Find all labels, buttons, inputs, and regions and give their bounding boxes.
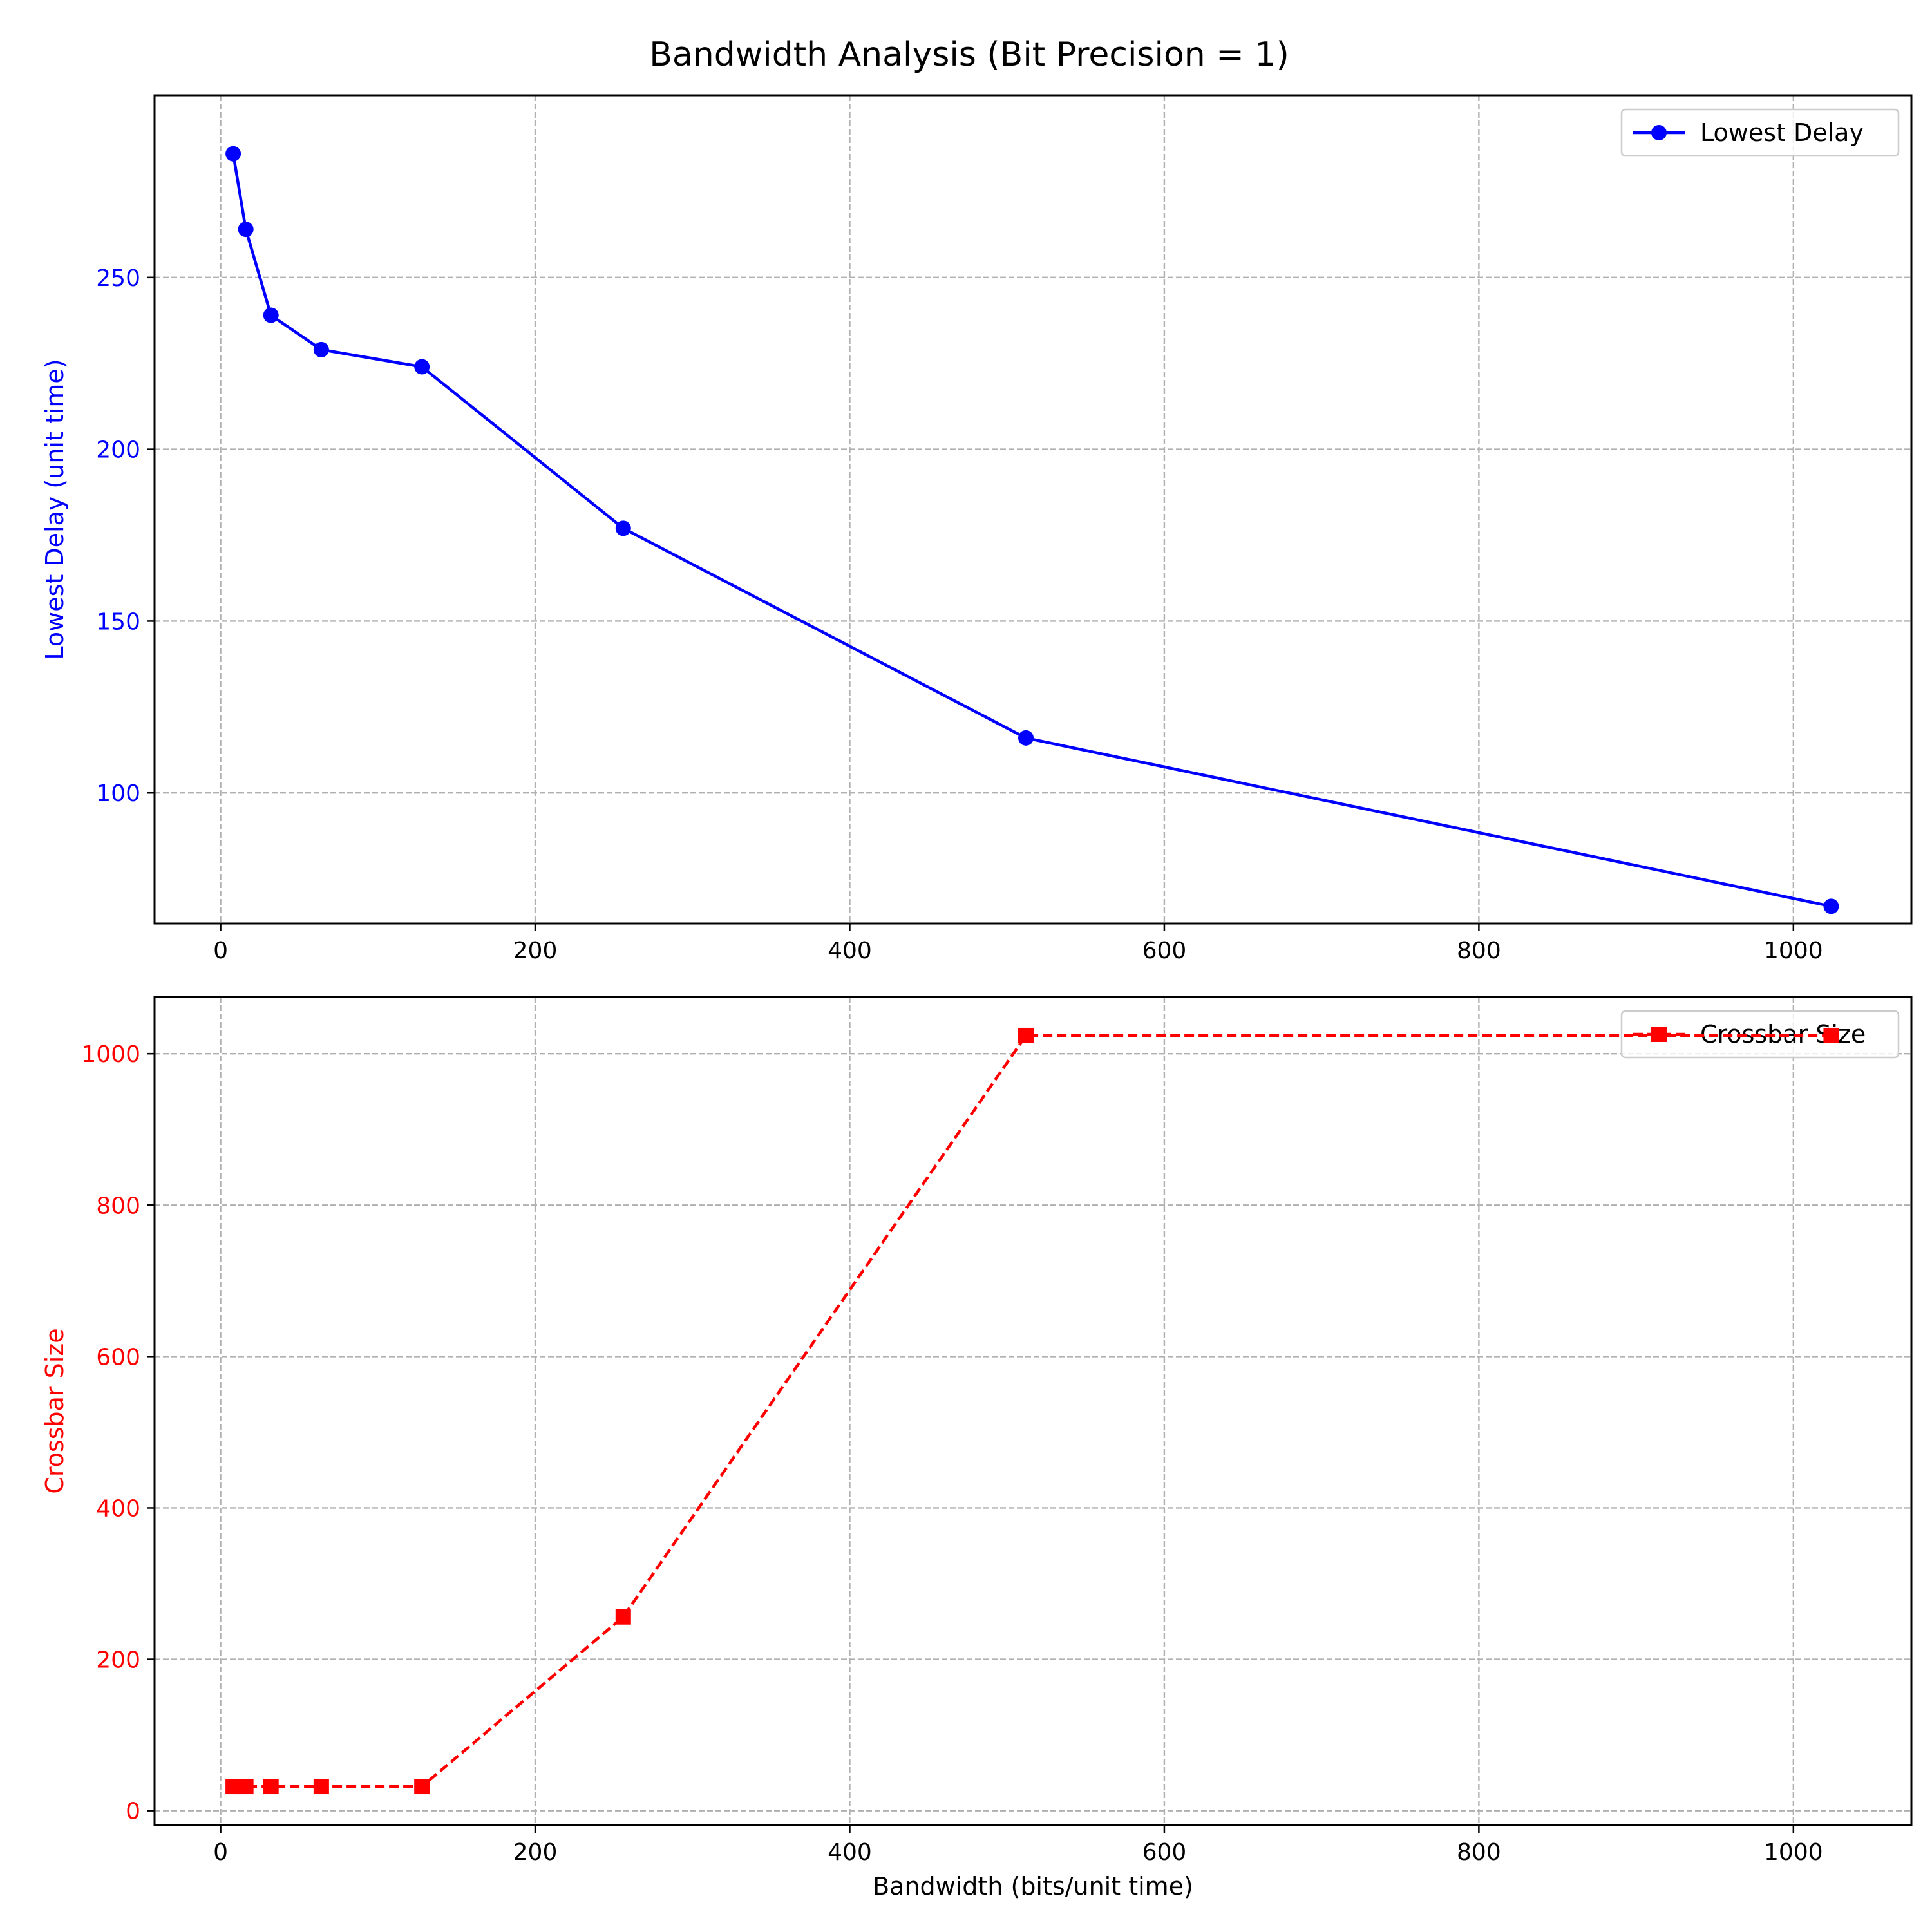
crossbar-y-tick-label: 600 (96, 1344, 140, 1370)
delay-x-tick-label: 1000 (1764, 938, 1823, 964)
crossbar-y-tick-label: 0 (126, 1799, 140, 1825)
delay-y-axis-label: Lowest Delay (unit time) (41, 359, 69, 659)
delay-data-point (313, 341, 329, 357)
delay-ticks: 0 200 400 600 800 1000 100 150 200 250 (96, 265, 1823, 964)
crossbar-ticks: 0 200 400 600 800 1000 0 200 400 600 800 1000 (81, 1041, 1823, 1866)
crossbar-y-axis-label: Crossbar Size (41, 1328, 69, 1493)
crossbar-data-point (1018, 1027, 1034, 1043)
crossbar-x-tick-label: 1000 (1764, 1839, 1823, 1866)
crossbar-x-tick-label: 400 (828, 1839, 872, 1866)
crossbar-axes-frame (153, 996, 1913, 1826)
delay-series-layer (225, 146, 1839, 914)
delay-subplot: 0 200 400 600 800 1000 100 150 200 250 Lowest Del… (41, 94, 1913, 964)
delay-data-point (615, 520, 631, 536)
crossbar-subplot: Crossbar Size 0 200 400 600 800 1000 0 200 400 60… (41, 996, 1913, 1900)
delay-x-tick-label: 800 (1457, 938, 1501, 964)
delay-y-tick-label: 200 (96, 437, 140, 464)
delay-x-tick-label: 0 (213, 938, 228, 964)
delay-y-tick-label: 100 (96, 781, 140, 807)
crossbar-y-tick-label: 1000 (81, 1041, 140, 1068)
crossbar-x-axis-label: Bandwidth (bits/unit time) (873, 1872, 1193, 1900)
delay-y-tick-label: 150 (96, 609, 140, 635)
crossbar-data-point (313, 1779, 329, 1795)
delay-axes-frame (153, 94, 1913, 925)
delay-data-point (225, 146, 242, 162)
crossbar-data-point (615, 1609, 631, 1625)
figure-title: Bandwidth Analysis (Bit Precision = 1) (649, 35, 1289, 74)
crossbar-data-point (263, 1779, 279, 1795)
delay-legend-box (1620, 108, 1900, 157)
delay-legend-label: Lowest Delay (1700, 118, 1864, 147)
delay-x-tick-label: 400 (828, 938, 872, 964)
delay-legend-marker (1651, 125, 1667, 140)
delay-y-tick-label: 250 (96, 265, 140, 292)
delay-series-line (231, 153, 1832, 908)
crossbar-x-tick-label: 200 (513, 1839, 558, 1866)
delay-data-point (263, 307, 279, 323)
delay-data-point (238, 222, 254, 238)
delay-legend: Lowest Delay (1620, 108, 1900, 157)
delay-x-tick-label: 200 (513, 938, 558, 964)
crossbar-data-point (238, 1779, 254, 1795)
crossbar-grid (155, 997, 1911, 1825)
crossbar-y-tick-label: 200 (96, 1647, 140, 1674)
delay-x-tick-label: 600 (1142, 938, 1187, 964)
delay-data-point (1018, 730, 1034, 746)
crossbar-x-tick-label: 800 (1457, 1839, 1501, 1866)
delay-data-point (1823, 898, 1839, 914)
delay-legend-line-sample (1633, 125, 1685, 140)
crossbar-x-tick-label: 600 (1142, 1839, 1187, 1866)
crossbar-data-point (414, 1779, 430, 1795)
delay-grid (155, 95, 1911, 923)
delay-data-point (414, 359, 430, 375)
crossbar-data-point (1823, 1027, 1839, 1043)
crossbar-series-layer (225, 1027, 1839, 1795)
crossbar-x-tick-label: 0 (213, 1839, 228, 1866)
crossbar-y-tick-label: 400 (96, 1495, 140, 1522)
crossbar-y-tick-label: 800 (96, 1193, 140, 1219)
